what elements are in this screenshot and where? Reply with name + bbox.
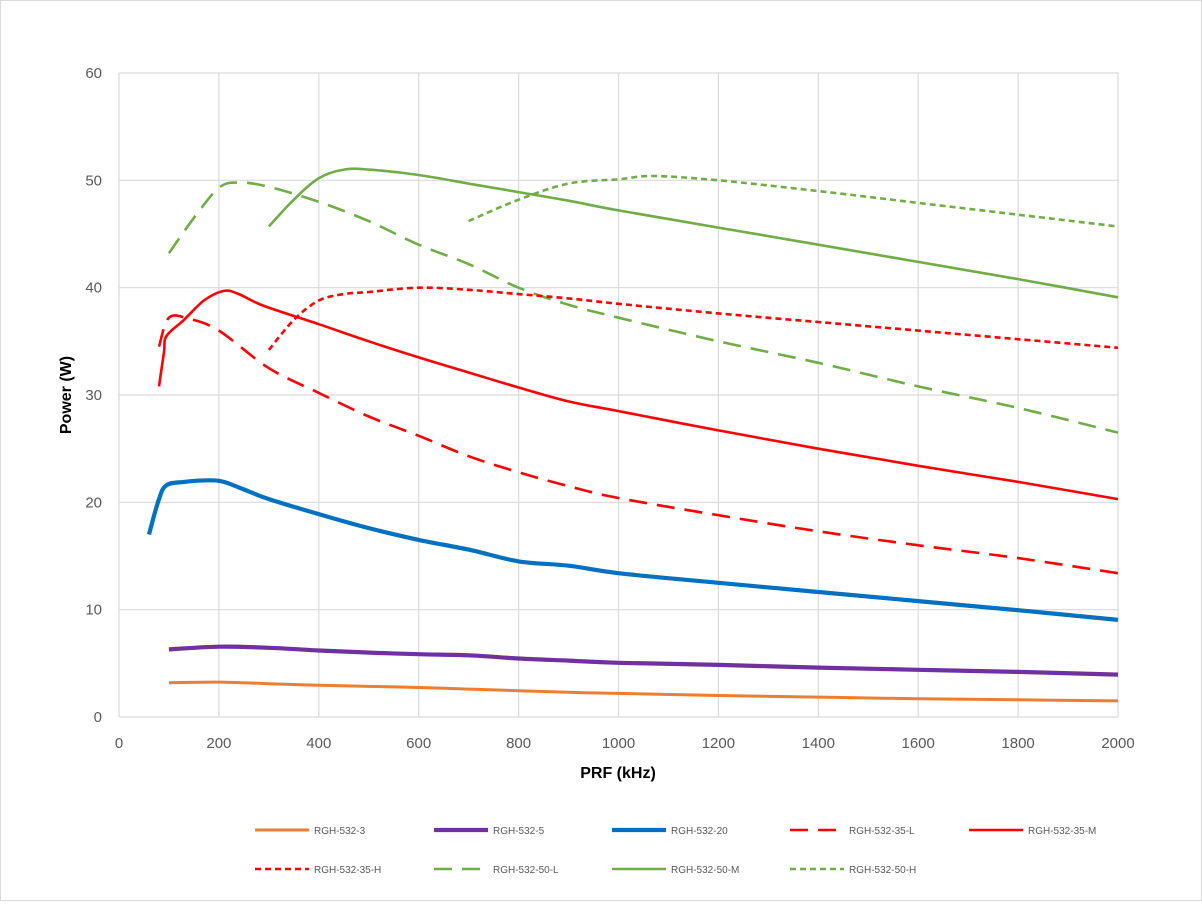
legend-label: RGH-532-5 (493, 826, 545, 837)
gridlines (118, 72, 1119, 718)
legend: RGH-532-3 RGH-532-5 RGH-532-20 RGH-532-35-L… (255, 826, 1096, 876)
x-tick-label: 0 (115, 735, 123, 752)
legend-label: RGH-532-3 (314, 826, 366, 837)
x-tick-label: 1800 (1001, 735, 1034, 752)
x-tick-label: 2000 (1101, 735, 1134, 752)
y-tick-label: 40 (85, 280, 102, 297)
x-tick-label: 400 (306, 735, 331, 752)
y-tick-label: 30 (85, 387, 102, 404)
x-tick-label: 1600 (902, 735, 935, 752)
legend-label: RGH-532-50-M (671, 865, 739, 876)
x-tick-label: 200 (206, 735, 231, 752)
x-tick-label: 1400 (802, 735, 835, 752)
legend-label: RGH-532-35-H (314, 865, 381, 876)
series-line-rgh-532-50-h (468, 174, 1119, 228)
x-axis-title: PRF (kHz) (580, 765, 656, 782)
series-line-rgh-532-3 (168, 680, 1119, 703)
legend-label: RGH-532-35-M (1028, 826, 1096, 837)
x-tick-label: 1000 (602, 735, 635, 752)
legend-label: RGH-532-35-L (849, 826, 915, 837)
series-lines (146, 167, 1119, 703)
series-line-rgh-532-50-l (167, 181, 1119, 434)
series-line-rgh-532-5 (168, 644, 1119, 677)
y-tick-label: 60 (85, 65, 102, 82)
y-tick-label: 20 (85, 494, 102, 511)
y-tick-label: 0 (94, 709, 102, 726)
legend-label: RGH-532-50-L (493, 865, 559, 876)
legend-label: RGH-532-20 (671, 826, 728, 837)
legend-label: RGH-532-50-H (849, 865, 916, 876)
series-line-rgh-532-35-l (157, 314, 1119, 575)
y-axis-title: Power (W) (58, 356, 75, 434)
series-line-rgh-532-35-m (157, 289, 1119, 501)
series-line-rgh-532-20 (146, 478, 1119, 622)
y-tick-label: 50 (85, 172, 102, 189)
x-tick-label: 1200 (702, 735, 735, 752)
x-tick-label: 600 (406, 735, 431, 752)
tick-labels: 0 200 400 600 800 1000 1200 1400 1600 1800 2000 0 10… (85, 65, 1134, 752)
y-tick-label: 10 (85, 602, 102, 619)
series-line-rgh-532-35-h (267, 286, 1119, 351)
series-line-rgh-532-50-m (267, 167, 1119, 299)
x-tick-label: 800 (506, 735, 531, 752)
